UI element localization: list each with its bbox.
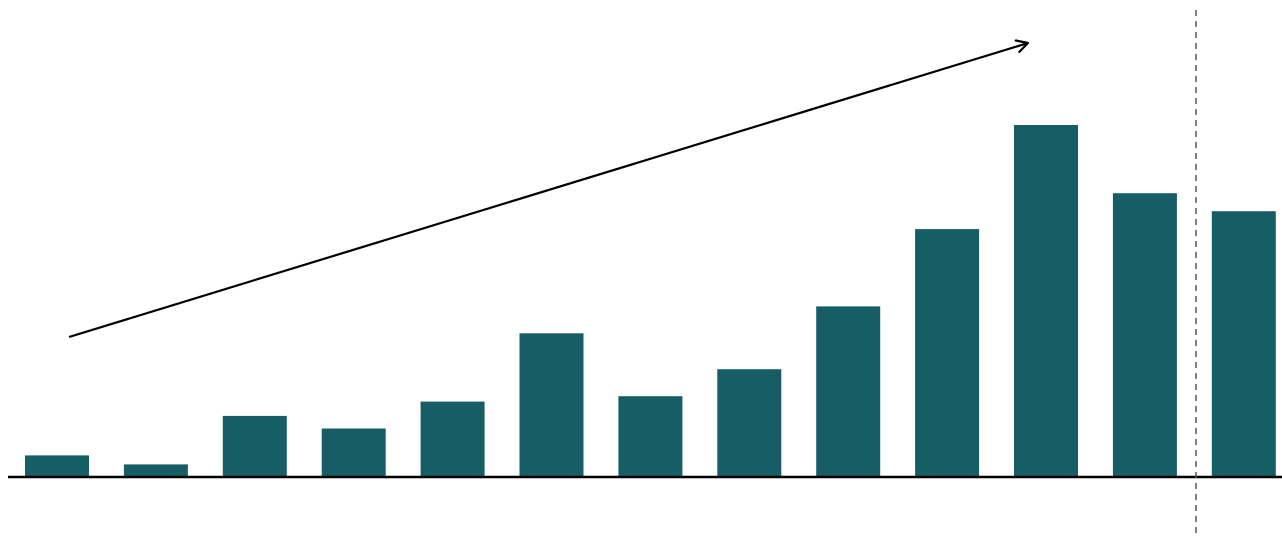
bars [25,125,1276,477]
bar-10 [915,229,980,477]
trend-arrow [68,43,1028,339]
bar-9 [816,306,881,477]
bar-5 [420,401,485,477]
bar-12 [1112,193,1177,477]
bar-8 [717,369,782,477]
bar-11 [1014,125,1078,477]
bar-1 [25,455,89,477]
bar-6 [519,333,584,477]
bar-2 [123,464,188,477]
bar-13 [1211,211,1276,477]
bar-4 [321,428,386,477]
bar-7 [618,396,683,477]
bar-3 [222,415,287,477]
